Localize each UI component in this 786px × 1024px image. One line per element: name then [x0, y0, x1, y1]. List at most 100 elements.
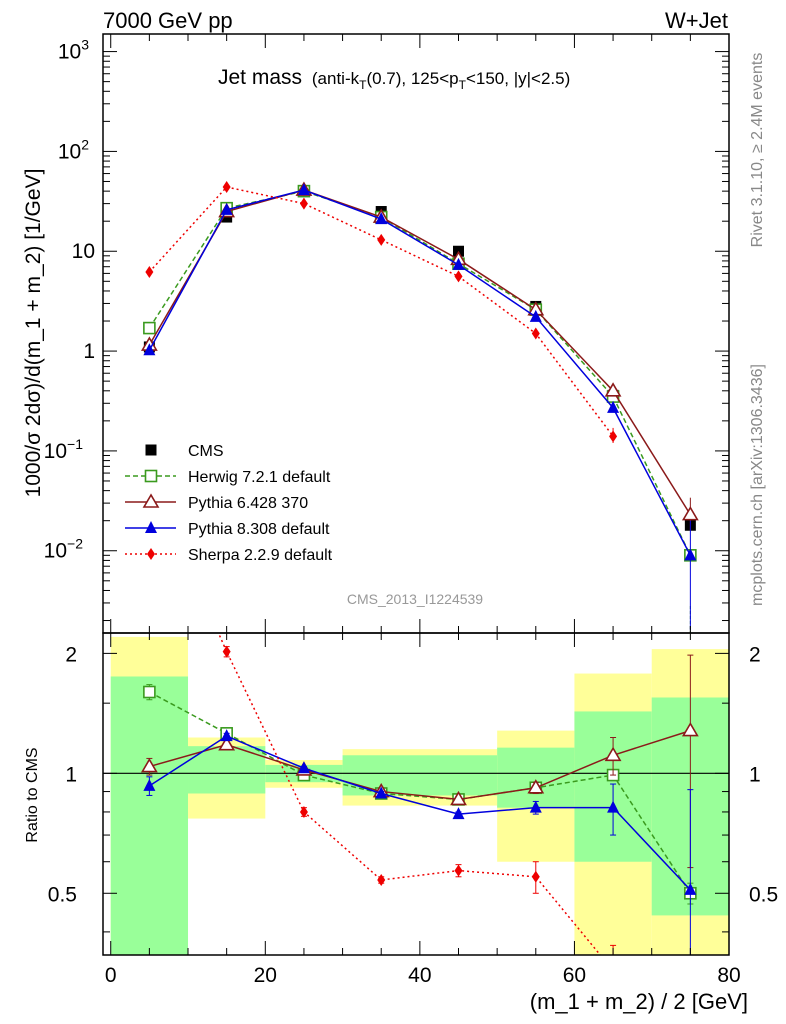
legend-item-cms: CMS — [145, 443, 224, 460]
ratio-y-tick-label-right: 0.5 — [749, 883, 778, 906]
ratio-axis-ticks: 0.5 0.51 12 20 20 40 60 80 — [48, 633, 778, 987]
ratio-y-axis-label: Ratio to CMS — [24, 747, 41, 842]
ratio-herwig-point — [143, 685, 156, 699]
sherpa-point — [299, 197, 308, 210]
legend-marker-pythia8 — [145, 521, 157, 533]
main-y-tick-exponent: −2 — [67, 536, 83, 552]
ratio-y-tick-label: 2 — [65, 643, 77, 666]
ratio-pythia8-point — [297, 761, 310, 774]
main-y-tick-exponent: 3 — [81, 37, 89, 53]
legend-marker-sherpa — [147, 548, 155, 560]
pythia8-point — [220, 202, 233, 215]
ratio-pythia6-point — [681, 722, 699, 737]
ratio-y-tick-label: 0.5 — [48, 883, 77, 906]
band-inner — [497, 747, 575, 808]
x-tick-label: 20 — [254, 964, 277, 987]
ratio-pythia8-point — [143, 778, 156, 791]
ratio-plot: 0.5 0.51 12 20 20 40 60 80 — [48, 632, 778, 987]
main-title-name: Jet mass — [218, 66, 302, 89]
sherpa-point — [377, 233, 386, 246]
legend-label-pythia8: Pythia 8.308 default — [188, 521, 330, 538]
ratio-sherpa-point — [454, 864, 463, 877]
main-y-tick-label: 1 — [83, 340, 95, 363]
legend-label-sherpa: Sherpa 2.2.9 default — [188, 547, 333, 564]
sherpa-point — [609, 430, 618, 443]
ratio-pythia6-point — [527, 779, 545, 794]
mcplots-label: mcplots.cern.ch [arXiv:1306.3436] — [749, 364, 766, 606]
x-tick-label: 80 — [717, 964, 740, 987]
main-plot-frame — [102, 33, 730, 634]
legend-label-pythia6: Pythia 6.428 370 — [188, 495, 308, 512]
main-y-tick-label: 102 — [58, 136, 89, 163]
legend-item-pythia8: Pythia 8.308 default — [125, 521, 330, 538]
band-inner — [188, 746, 266, 794]
pythia8-point — [297, 183, 310, 196]
band-inner — [342, 755, 498, 796]
legend-label-herwig: Herwig 7.2.1 default — [188, 469, 331, 486]
pythia8-point — [607, 400, 620, 413]
legend: CMS Herwig 7.2.1 default Pythia 6.428 370 P… — [125, 443, 333, 564]
ratio-pythia8-point — [607, 800, 620, 813]
legend-item-sherpa: Sherpa 2.2.9 default — [125, 547, 333, 564]
pythia8-point — [529, 309, 542, 322]
main-y-tick-label: 103 — [58, 37, 89, 64]
sherpa-point — [145, 265, 154, 278]
ratio-pythia8-line — [148, 735, 691, 891]
x-axis-label: (m_1 + m_2) / 2 [GeV] — [530, 989, 748, 1014]
x-tick-label: 0 — [105, 964, 117, 987]
sherpa-point — [454, 270, 463, 283]
sherpa-point — [531, 327, 540, 340]
ratio-plot-frame — [102, 632, 730, 956]
main-title-detail-post: <150, |y|<2.5) — [466, 69, 570, 88]
main-y-tick-label: 10−1 — [44, 436, 84, 463]
legend-label-cms: CMS — [188, 443, 224, 460]
pythia6-point — [681, 506, 699, 521]
pythia8-point — [375, 212, 388, 225]
ratio-y-tick-label: 1 — [65, 763, 77, 786]
pythia6-point — [604, 382, 622, 397]
ratio-series-sherpa — [217, 633, 617, 977]
ratio-pythia6-point — [140, 757, 158, 773]
legend-marker-pythia6 — [142, 493, 160, 508]
ratio-data-layer — [140, 633, 699, 977]
series-pythia8 — [143, 183, 697, 631]
legend-marker-cms — [145, 444, 157, 456]
ratio-sherpa-point — [609, 965, 617, 977]
x-tick-label: 40 — [408, 964, 431, 987]
ratio-sherpa-point — [299, 805, 308, 818]
main-title: Jet mass (anti-kT(0.7), 125<pT<150, |y|<… — [218, 66, 570, 92]
ratio-uncertainty-bands — [110, 636, 729, 955]
ratio-pythia6-line — [149, 729, 691, 801]
pythia8-point — [684, 548, 697, 561]
main-y-tick-exponent: 2 — [81, 136, 89, 152]
main-data-layer — [140, 181, 699, 633]
sherpa-point — [222, 181, 231, 194]
main-y-tick-label: 10−2 — [44, 536, 84, 563]
ratio-y-tick-label-right: 1 — [749, 763, 761, 786]
main-y-tick-exponent: −1 — [67, 436, 83, 452]
main-y-tick-label: 10 — [72, 240, 95, 263]
series-sherpa — [145, 181, 618, 444]
legend-marker-herwig — [144, 469, 158, 483]
ratio-y-tick-label-right: 2 — [749, 643, 761, 666]
main-y-axis-label: 1000/σ 2dσ)/d(m_1 + m_2) [1/GeV] — [22, 169, 45, 498]
ratio-sherpa-point — [531, 870, 540, 883]
pythia8-line — [148, 189, 692, 556]
band-inner — [110, 676, 189, 955]
ratio-pythia6-point — [450, 790, 467, 806]
process-label: W+Jet — [665, 8, 728, 33]
main-title-detail-mid: (0.7), 125<p — [366, 69, 458, 88]
ratio-sherpa-point — [222, 645, 231, 658]
herwig-line — [148, 190, 692, 556]
main-title-sub-t: T — [359, 78, 367, 92]
ratio-pythia6-point — [218, 736, 236, 751]
ratio-pythia8-point — [452, 807, 465, 820]
ratio-pythia8-point — [220, 729, 233, 742]
ratio-pythia8-point — [375, 786, 388, 799]
ratio-pythia8-point — [684, 882, 697, 895]
pythia6-line — [148, 189, 691, 516]
x-tick-label: 60 — [563, 964, 586, 987]
